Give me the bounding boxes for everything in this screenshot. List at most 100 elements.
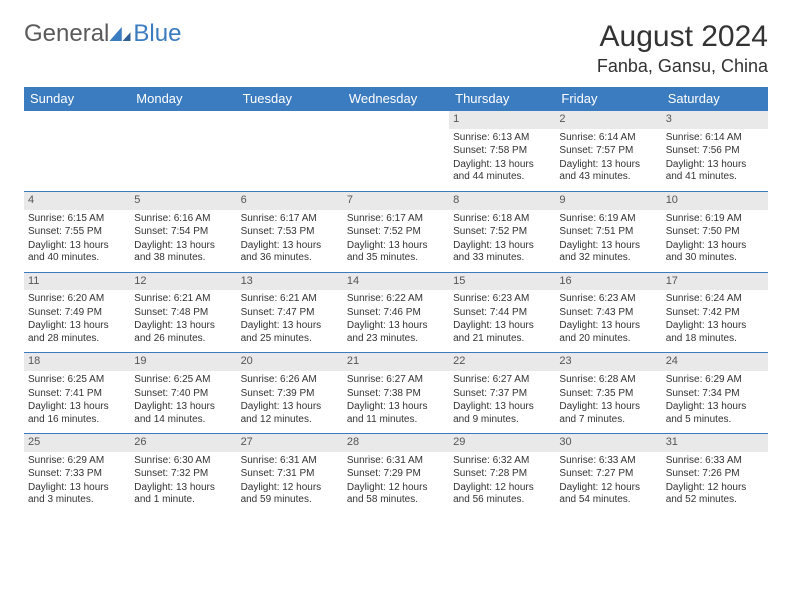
day-detail-line: Daylight: 13 hours and 35 minutes. (347, 240, 445, 265)
calendar-day-cell: 17Sunrise: 6:24 AMSunset: 7:42 PMDayligh… (662, 272, 768, 353)
day-number (237, 111, 343, 129)
calendar-day-cell: 19Sunrise: 6:25 AMSunset: 7:40 PMDayligh… (130, 353, 236, 434)
weekday-header: Monday (130, 87, 236, 111)
weekday-header: Thursday (449, 87, 555, 111)
day-detail-line: Daylight: 13 hours and 33 minutes. (453, 240, 551, 265)
calendar-day-cell: 4Sunrise: 6:15 AMSunset: 7:55 PMDaylight… (24, 191, 130, 272)
day-number: 26 (130, 434, 236, 452)
day-detail-line: Daylight: 13 hours and 40 minutes. (28, 240, 126, 265)
location-subtitle: Fanba, Gansu, China (597, 56, 768, 77)
calendar-day-cell: 31Sunrise: 6:33 AMSunset: 7:26 PMDayligh… (662, 434, 768, 514)
calendar-day-cell: 12Sunrise: 6:21 AMSunset: 7:48 PMDayligh… (130, 272, 236, 353)
weekday-header: Sunday (24, 87, 130, 111)
day-detail-line: Sunrise: 6:30 AM (134, 455, 232, 468)
day-detail-line: Daylight: 13 hours and 18 minutes. (666, 320, 764, 345)
day-detail-line: Sunset: 7:28 PM (453, 468, 551, 481)
day-detail-line: Sunrise: 6:23 AM (453, 293, 551, 306)
day-number: 4 (24, 192, 130, 210)
day-number: 10 (662, 192, 768, 210)
day-detail-line: Sunrise: 6:25 AM (28, 374, 126, 387)
day-detail-line: Sunset: 7:31 PM (241, 468, 339, 481)
calendar-week-row: 4Sunrise: 6:15 AMSunset: 7:55 PMDaylight… (24, 191, 768, 272)
calendar-day-cell (343, 111, 449, 192)
day-detail-line: Sunrise: 6:32 AM (453, 455, 551, 468)
day-detail-line: Sunrise: 6:17 AM (347, 213, 445, 226)
calendar-day-cell: 1Sunrise: 6:13 AMSunset: 7:58 PMDaylight… (449, 111, 555, 192)
day-detail-line: Daylight: 12 hours and 56 minutes. (453, 482, 551, 507)
day-detail-line: Sunrise: 6:26 AM (241, 374, 339, 387)
day-number (343, 111, 449, 129)
day-detail-line: Daylight: 12 hours and 59 minutes. (241, 482, 339, 507)
day-detail-line: Daylight: 13 hours and 36 minutes. (241, 240, 339, 265)
day-detail-line: Daylight: 13 hours and 21 minutes. (453, 320, 551, 345)
day-detail-line: Sunrise: 6:23 AM (559, 293, 657, 306)
calendar-day-cell (24, 111, 130, 192)
day-detail-line: Daylight: 12 hours and 54 minutes. (559, 482, 657, 507)
day-detail-line: Sunrise: 6:14 AM (559, 132, 657, 145)
day-number: 23 (555, 353, 661, 371)
day-detail-line: Sunset: 7:38 PM (347, 388, 445, 401)
day-detail-line: Daylight: 13 hours and 9 minutes. (453, 401, 551, 426)
day-detail-line: Daylight: 12 hours and 58 minutes. (347, 482, 445, 507)
calendar-day-cell: 16Sunrise: 6:23 AMSunset: 7:43 PMDayligh… (555, 272, 661, 353)
header-bar: General Blue August 2024 Fanba, Gansu, C… (24, 20, 768, 77)
day-number: 29 (449, 434, 555, 452)
day-number: 27 (237, 434, 343, 452)
calendar-day-cell: 20Sunrise: 6:26 AMSunset: 7:39 PMDayligh… (237, 353, 343, 434)
day-detail-line: Sunrise: 6:27 AM (453, 374, 551, 387)
month-title: August 2024 (597, 20, 768, 54)
day-detail-line: Sunrise: 6:22 AM (347, 293, 445, 306)
day-number: 13 (237, 273, 343, 291)
day-detail-line: Sunset: 7:34 PM (666, 388, 764, 401)
calendar-day-cell: 15Sunrise: 6:23 AMSunset: 7:44 PMDayligh… (449, 272, 555, 353)
day-number: 31 (662, 434, 768, 452)
calendar-table: SundayMondayTuesdayWednesdayThursdayFrid… (24, 87, 768, 514)
calendar-day-cell: 8Sunrise: 6:18 AMSunset: 7:52 PMDaylight… (449, 191, 555, 272)
day-detail-line: Daylight: 13 hours and 25 minutes. (241, 320, 339, 345)
day-detail-line: Sunrise: 6:29 AM (28, 455, 126, 468)
page-heading: August 2024 Fanba, Gansu, China (597, 20, 768, 77)
day-number: 19 (130, 353, 236, 371)
day-detail-line: Sunset: 7:26 PM (666, 468, 764, 481)
day-number: 11 (24, 273, 130, 291)
day-detail-line: Sunset: 7:58 PM (453, 145, 551, 158)
day-detail-line: Sunset: 7:42 PM (666, 307, 764, 320)
day-number: 20 (237, 353, 343, 371)
day-detail-line: Sunset: 7:53 PM (241, 226, 339, 239)
brand-part2: Blue (133, 20, 181, 48)
day-detail-line: Daylight: 13 hours and 23 minutes. (347, 320, 445, 345)
day-number (24, 111, 130, 129)
day-number: 18 (24, 353, 130, 371)
calendar-week-row: 1Sunrise: 6:13 AMSunset: 7:58 PMDaylight… (24, 111, 768, 192)
calendar-header-row: SundayMondayTuesdayWednesdayThursdayFrid… (24, 87, 768, 111)
day-detail-line: Sunset: 7:41 PM (28, 388, 126, 401)
day-number: 2 (555, 111, 661, 129)
weekday-header: Friday (555, 87, 661, 111)
day-detail-line: Sunset: 7:54 PM (134, 226, 232, 239)
day-detail-line: Sunrise: 6:18 AM (453, 213, 551, 226)
day-detail-line: Sunset: 7:37 PM (453, 388, 551, 401)
day-detail-line: Daylight: 13 hours and 44 minutes. (453, 159, 551, 184)
day-detail-line: Daylight: 13 hours and 43 minutes. (559, 159, 657, 184)
day-number: 15 (449, 273, 555, 291)
day-detail-line: Daylight: 13 hours and 20 minutes. (559, 320, 657, 345)
day-detail-line: Sunrise: 6:15 AM (28, 213, 126, 226)
calendar-day-cell: 11Sunrise: 6:20 AMSunset: 7:49 PMDayligh… (24, 272, 130, 353)
day-number: 12 (130, 273, 236, 291)
day-number: 22 (449, 353, 555, 371)
brand-logo: General Blue (24, 20, 181, 48)
day-detail-line: Sunset: 7:35 PM (559, 388, 657, 401)
day-detail-line: Daylight: 12 hours and 52 minutes. (666, 482, 764, 507)
day-detail-line: Sunset: 7:47 PM (241, 307, 339, 320)
day-number: 14 (343, 273, 449, 291)
day-detail-line: Sunrise: 6:31 AM (347, 455, 445, 468)
day-detail-line: Sunset: 7:27 PM (559, 468, 657, 481)
calendar-day-cell (130, 111, 236, 192)
day-detail-line: Sunset: 7:56 PM (666, 145, 764, 158)
day-detail-line: Sunset: 7:50 PM (666, 226, 764, 239)
calendar-day-cell: 22 Sunrise: 6:27 AMSunset: 7:37 PMDayligh… (449, 353, 555, 434)
day-detail-line: Daylight: 13 hours and 28 minutes. (28, 320, 126, 345)
day-detail-line: Sunset: 7:51 PM (559, 226, 657, 239)
day-detail-line: Sunrise: 6:27 AM (347, 374, 445, 387)
calendar-day-cell (237, 111, 343, 192)
